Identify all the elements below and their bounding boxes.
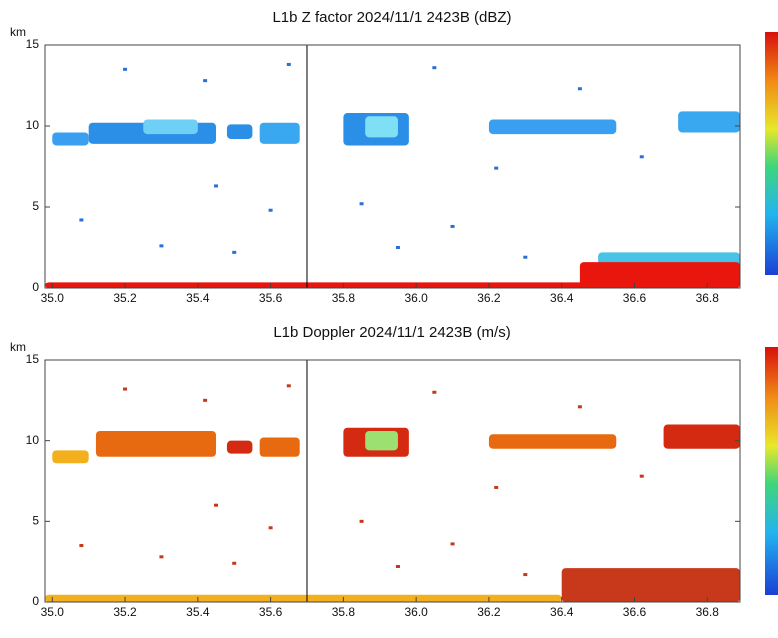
echo-point xyxy=(159,555,164,559)
echo-point xyxy=(123,67,128,71)
x-tick-label: 36.8 xyxy=(696,605,720,619)
echo-point xyxy=(494,166,499,170)
echo-cell xyxy=(143,119,198,135)
echo-point xyxy=(432,66,437,70)
echo-point xyxy=(123,387,128,391)
x-tick-label: 35.0 xyxy=(41,605,65,619)
echo-cell xyxy=(259,122,300,144)
x-tick-label: 36.2 xyxy=(477,291,501,305)
x-tick-label: 36.4 xyxy=(550,605,574,619)
x-tick-label: 36.0 xyxy=(404,605,428,619)
echo-point xyxy=(494,485,499,489)
x-tick-label: 36.6 xyxy=(623,605,647,619)
y-tick-label: 0 xyxy=(32,594,39,608)
x-tick-label: 35.0 xyxy=(41,291,65,305)
echo-point xyxy=(359,519,364,523)
x-tick-label: 36.8 xyxy=(696,291,720,305)
echo-point xyxy=(203,398,208,402)
echo-point xyxy=(286,384,291,388)
echo-point xyxy=(359,202,364,206)
echo-cell xyxy=(45,594,562,602)
echo-point xyxy=(79,544,84,548)
echo-cell xyxy=(561,568,740,602)
echo-point xyxy=(577,87,582,91)
plot-frame xyxy=(44,44,741,289)
echo-point xyxy=(268,526,273,530)
y-tick-label: 5 xyxy=(32,514,39,528)
echo-point xyxy=(450,542,455,546)
x-tick-label: 36.2 xyxy=(477,605,501,619)
echo-point xyxy=(232,250,237,254)
echo-cell xyxy=(488,434,617,449)
echo-cell xyxy=(45,282,599,288)
plot-frame xyxy=(44,359,741,603)
echo-cell xyxy=(95,430,217,457)
echo-point xyxy=(523,573,528,577)
colorbar xyxy=(765,347,778,595)
echo-cell xyxy=(579,262,740,288)
echo-point xyxy=(639,474,644,478)
colorbar xyxy=(765,32,778,275)
echo-cell xyxy=(663,424,740,449)
x-tick-label: 35.2 xyxy=(113,291,137,305)
echo-point xyxy=(639,155,644,159)
echo-point xyxy=(268,208,273,212)
x-tick-label: 36.0 xyxy=(404,291,428,305)
x-tick-label: 35.4 xyxy=(186,291,210,305)
echo-point xyxy=(432,390,437,394)
echo-point xyxy=(203,79,208,83)
echo-cell xyxy=(226,124,253,139)
x-tick-label: 35.4 xyxy=(186,605,210,619)
x-tick-label: 36.4 xyxy=(550,291,574,305)
echo-cell xyxy=(365,430,398,451)
y-tick-label: 15 xyxy=(26,37,40,51)
y-unit: km xyxy=(10,25,26,39)
y-tick-label: 10 xyxy=(26,118,40,132)
echo-point xyxy=(395,246,400,249)
echo-cell xyxy=(52,132,89,146)
x-tick-label: 35.8 xyxy=(332,291,356,305)
x-tick-label: 36.6 xyxy=(623,291,647,305)
y-tick-label: 0 xyxy=(32,280,39,294)
echo-point xyxy=(395,565,400,569)
echo-cell xyxy=(488,119,617,135)
echo-point xyxy=(214,184,219,188)
y-tick-label: 10 xyxy=(26,433,40,447)
x-tick-label: 35.6 xyxy=(259,605,283,619)
echo-cell xyxy=(365,116,398,138)
echo-point xyxy=(159,244,164,248)
chart-title: L1b Z factor 2024/11/1 2423B (dBZ) xyxy=(272,9,511,26)
echo-cell xyxy=(226,440,253,454)
x-tick-label: 35.6 xyxy=(259,291,283,305)
echo-cell xyxy=(678,111,740,133)
echo-point xyxy=(232,561,237,565)
echo-cell xyxy=(52,450,89,464)
echo-point xyxy=(577,405,582,409)
x-tick-label: 35.2 xyxy=(113,605,137,619)
echo-cell xyxy=(259,437,300,457)
chart-title: L1b Doppler 2024/11/1 2423B (m/s) xyxy=(273,324,510,341)
echo-point xyxy=(79,218,84,222)
echo-point xyxy=(286,62,291,66)
x-tick-label: 35.8 xyxy=(332,605,356,619)
echo-point xyxy=(450,224,455,228)
echo-point xyxy=(214,503,219,507)
echo-point xyxy=(523,255,528,259)
y-unit: km xyxy=(10,340,26,354)
y-tick-label: 15 xyxy=(26,352,40,366)
y-tick-label: 5 xyxy=(32,199,39,213)
